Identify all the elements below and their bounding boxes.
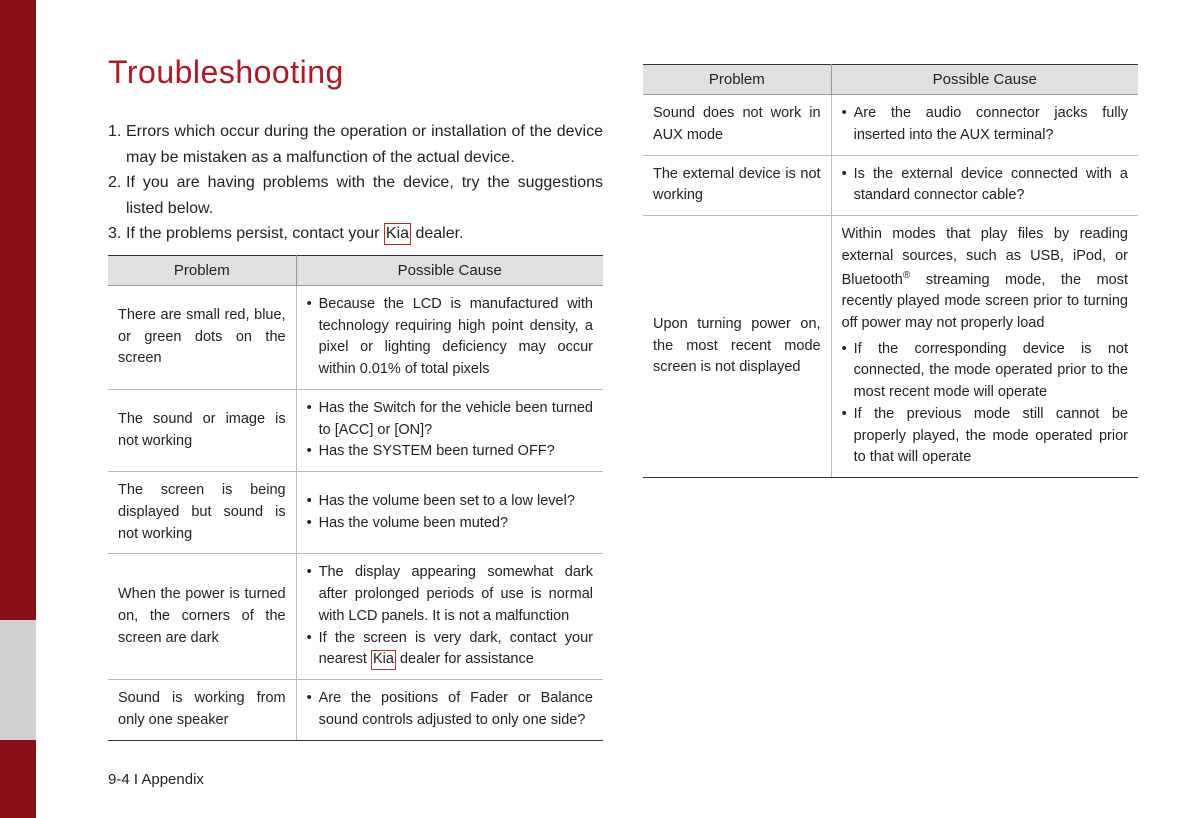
cause-item: •The display appearing somewhat dark aft… xyxy=(307,562,593,627)
intro-number: 2. xyxy=(108,170,126,221)
cause-text: Has the volume been set to a low level? xyxy=(319,491,593,513)
cause-cell: •Has the volume been set to a low level?… xyxy=(296,472,603,554)
cause-text: If the corresponding device is not conne… xyxy=(854,339,1128,404)
table-header-cause: Possible Cause xyxy=(296,255,603,285)
bullet-icon: • xyxy=(307,562,319,627)
cause-list: •Has the volume been set to a low level?… xyxy=(307,491,593,535)
table-row: Sound does not work in AUX mode•Are the … xyxy=(643,95,1138,156)
bullet-icon: • xyxy=(842,164,854,208)
cause-text: Because the LCD is manufactured with tec… xyxy=(319,294,593,381)
cause-cell: •Because the LCD is manufactured with te… xyxy=(296,285,603,389)
column-left: Troubleshooting 1.Errors which occur dur… xyxy=(108,54,603,741)
table-row: When the power is turned on, the corners… xyxy=(108,554,603,680)
table-row: The sound or image is not working•Has th… xyxy=(108,389,603,471)
table-header-cause: Possible Cause xyxy=(831,65,1138,95)
problem-cell: When the power is turned on, the corners… xyxy=(108,554,296,680)
cause-text: Has the Switch for the vehicle been turn… xyxy=(319,398,593,442)
cause-text: Are the positions of Fader or Balance so… xyxy=(319,688,593,732)
bullet-icon: • xyxy=(307,441,319,463)
bullet-icon: • xyxy=(307,513,319,535)
problem-cell: The sound or image is not working xyxy=(108,389,296,471)
cause-text: Is the external device connected with a … xyxy=(854,164,1128,208)
page-content: Troubleshooting 1.Errors which occur dur… xyxy=(108,54,1138,741)
cause-text: If the screen is very dark, contact your… xyxy=(319,628,593,672)
cause-list: •Has the Switch for the vehicle been tur… xyxy=(307,398,593,463)
table-row: Sound is working from only one speaker•A… xyxy=(108,680,603,741)
bullet-icon: • xyxy=(842,404,854,469)
bullet-icon: • xyxy=(842,339,854,404)
cause-item: •Has the Switch for the vehicle been tur… xyxy=(307,398,593,442)
cause-item: •Is the external device connected with a… xyxy=(842,164,1128,208)
table-row: Upon turning power on, the most recent m… xyxy=(643,216,1138,478)
cause-cell: •Are the audio connector jacks fully ins… xyxy=(831,95,1138,156)
column-right: Problem Possible Cause Sound does not wo… xyxy=(643,58,1138,741)
sidebar-section-tab xyxy=(0,620,36,740)
problem-cell: Sound does not work in AUX mode xyxy=(643,95,831,156)
problem-cell: Upon turning power on, the most recent m… xyxy=(643,216,831,478)
intro-text: If you are having problems with the devi… xyxy=(126,170,603,221)
kia-highlight: Kia xyxy=(384,223,411,244)
cause-item: •If the previous mode still cannot be pr… xyxy=(842,404,1128,469)
cause-list: •Is the external device connected with a… xyxy=(842,164,1128,208)
bullet-icon: • xyxy=(307,628,319,672)
cause-item: •Has the SYSTEM been turned OFF? xyxy=(307,441,593,463)
cause-text: The display appearing somewhat dark afte… xyxy=(319,562,593,627)
intro-text: Errors which occur during the operation … xyxy=(126,119,603,170)
table-header-problem: Problem xyxy=(108,255,296,285)
page-title: Troubleshooting xyxy=(108,54,603,91)
bullet-icon: • xyxy=(307,688,319,732)
bullet-icon: • xyxy=(307,398,319,442)
table-row: The screen is being displayed but sound … xyxy=(108,472,603,554)
cause-cell: •Has the Switch for the vehicle been tur… xyxy=(296,389,603,471)
cause-item: •Are the positions of Fader or Balance s… xyxy=(307,688,593,732)
cause-item: •If the screen is very dark, contact you… xyxy=(307,628,593,672)
bullet-icon: • xyxy=(307,294,319,381)
cause-cell: •The display appearing somewhat dark aft… xyxy=(296,554,603,680)
cause-text: Has the SYSTEM been turned OFF? xyxy=(319,441,593,463)
cause-cell: Within modes that play files by reading … xyxy=(831,216,1138,478)
cause-text: Are the audio connector jacks fully inse… xyxy=(854,103,1128,147)
intro-item: 3.If the problems persist, contact your … xyxy=(108,221,464,247)
kia-highlight: Kia xyxy=(371,650,396,669)
intro-item: 2.If you are having problems with the de… xyxy=(108,170,603,221)
intro-number: 1. xyxy=(108,119,126,170)
problem-cell: Sound is working from only one speaker xyxy=(108,680,296,741)
problem-cell: The screen is being displayed but sound … xyxy=(108,472,296,554)
cause-cell: •Is the external device connected with a… xyxy=(831,155,1138,216)
cause-text: Has the volume been muted? xyxy=(319,513,593,535)
cause-item: •Has the volume been set to a low level? xyxy=(307,491,593,513)
cause-list: •If the corresponding device is not conn… xyxy=(842,339,1128,470)
cause-list: •Are the audio connector jacks fully ins… xyxy=(842,103,1128,147)
intro-item: 1.Errors which occur during the operatio… xyxy=(108,119,603,170)
cause-item: •If the corresponding device is not conn… xyxy=(842,339,1128,404)
problem-cell: There are small red, blue, or green dots… xyxy=(108,285,296,389)
cause-item: •Has the volume been muted? xyxy=(307,513,593,535)
intro-list: 1.Errors which occur during the operatio… xyxy=(108,119,603,247)
cause-list: •Are the positions of Fader or Balance s… xyxy=(307,688,593,732)
table-header-problem: Problem xyxy=(643,65,831,95)
bullet-icon: • xyxy=(842,103,854,147)
cause-cell: •Are the positions of Fader or Balance s… xyxy=(296,680,603,741)
page-footer: 9-4 I Appendix xyxy=(108,771,204,788)
cause-item: •Are the audio connector jacks fully ins… xyxy=(842,103,1128,147)
bullet-icon: • xyxy=(307,491,319,513)
cause-text: If the previous mode still cannot be pro… xyxy=(854,404,1128,469)
sidebar-stripe xyxy=(0,0,36,818)
cause-block: Within modes that play files by reading … xyxy=(842,224,1128,469)
intro-number: 3. xyxy=(108,221,126,247)
table-row: There are small red, blue, or green dots… xyxy=(108,285,603,389)
troubleshooting-table-1: Problem Possible Cause There are small r… xyxy=(108,255,603,741)
cause-item: •Because the LCD is manufactured with te… xyxy=(307,294,593,381)
registered-mark: ® xyxy=(903,270,910,281)
intro-text: If the problems persist, contact your Ki… xyxy=(126,221,464,247)
cause-intro-text: Within modes that play files by reading … xyxy=(842,224,1128,335)
cause-list: •Because the LCD is manufactured with te… xyxy=(307,294,593,381)
table-row: The external device is not working•Is th… xyxy=(643,155,1138,216)
cause-list: •The display appearing somewhat dark aft… xyxy=(307,562,593,671)
troubleshooting-table-2: Problem Possible Cause Sound does not wo… xyxy=(643,64,1138,478)
problem-cell: The external device is not working xyxy=(643,155,831,216)
